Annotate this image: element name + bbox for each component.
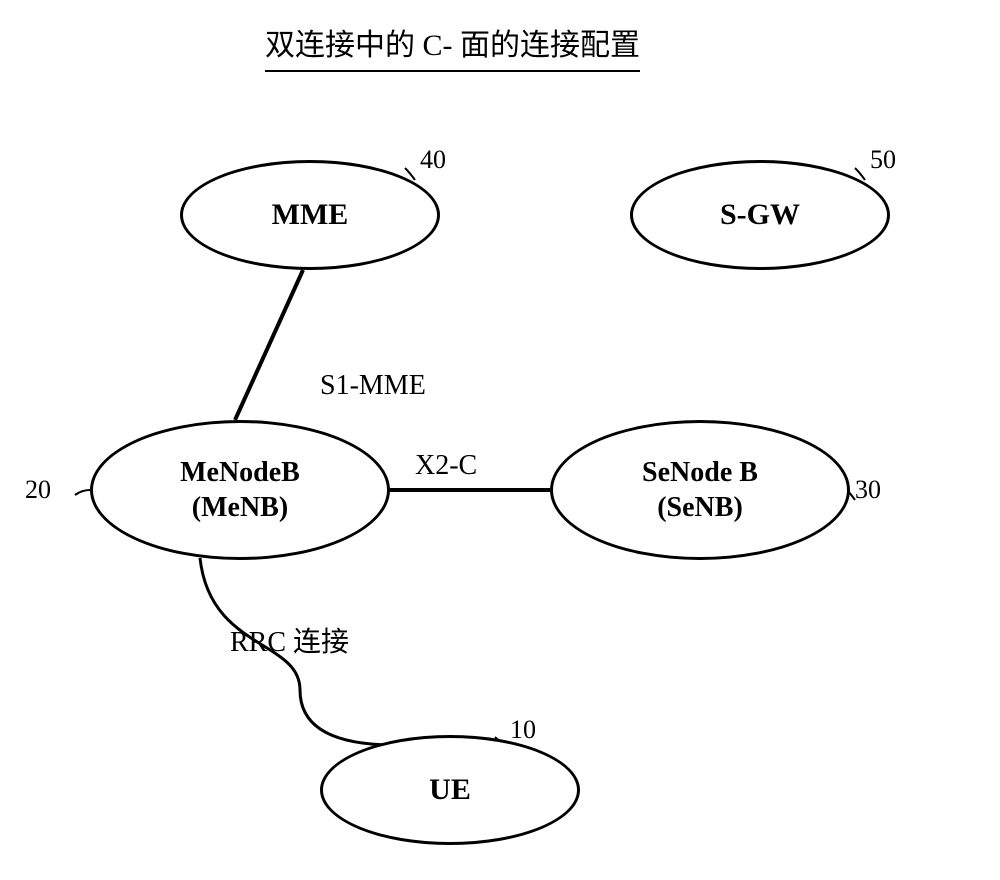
node-ue-label: UE (429, 771, 471, 809)
callout-mme: 40 (420, 145, 446, 175)
node-senb-label: SeNode B (SeNB) (642, 455, 758, 525)
node-sgw: S-GW (630, 160, 890, 270)
node-sgw-label: S-GW (720, 196, 800, 234)
edge-s1mme (235, 270, 303, 420)
edge-label-s1mme-text: S1-MME (320, 370, 426, 401)
tick-menb (75, 490, 90, 495)
diagram-title-text: 双连接中的 C- 面的连接配置 (265, 29, 640, 62)
node-mme-label: MME (272, 196, 349, 234)
node-ue: UE (320, 735, 580, 845)
diagram-title: 双连接中的 C- 面的连接配置 (265, 20, 640, 72)
callout-sgw-text: 50 (870, 145, 896, 174)
callout-menb-text: 20 (25, 475, 51, 504)
node-mme: MME (180, 160, 440, 270)
callout-mme-text: 40 (420, 145, 446, 174)
callout-senb: 30 (855, 475, 881, 505)
diagram-canvas: 双连接中的 C- 面的连接配置 MME S-GW MeNodeB (MeNB) … (0, 0, 1000, 880)
edge-label-rrc: RRC 连接 (230, 620, 349, 660)
edge-label-x2c: X2-C (415, 450, 477, 482)
edge-label-rrc-text: RRC 连接 (230, 627, 349, 658)
callout-sgw: 50 (870, 145, 896, 175)
node-menb-label: MeNodeB (MeNB) (180, 455, 300, 525)
edge-label-s1mme: S1-MME (320, 370, 426, 402)
node-senb: SeNode B (SeNB) (550, 420, 850, 560)
callout-menb: 20 (25, 475, 51, 505)
node-menb: MeNodeB (MeNB) (90, 420, 390, 560)
callout-ue-text: 10 (510, 715, 536, 744)
callout-senb-text: 30 (855, 475, 881, 504)
callout-ue: 10 (510, 715, 536, 745)
edge-label-x2c-text: X2-C (415, 450, 477, 481)
